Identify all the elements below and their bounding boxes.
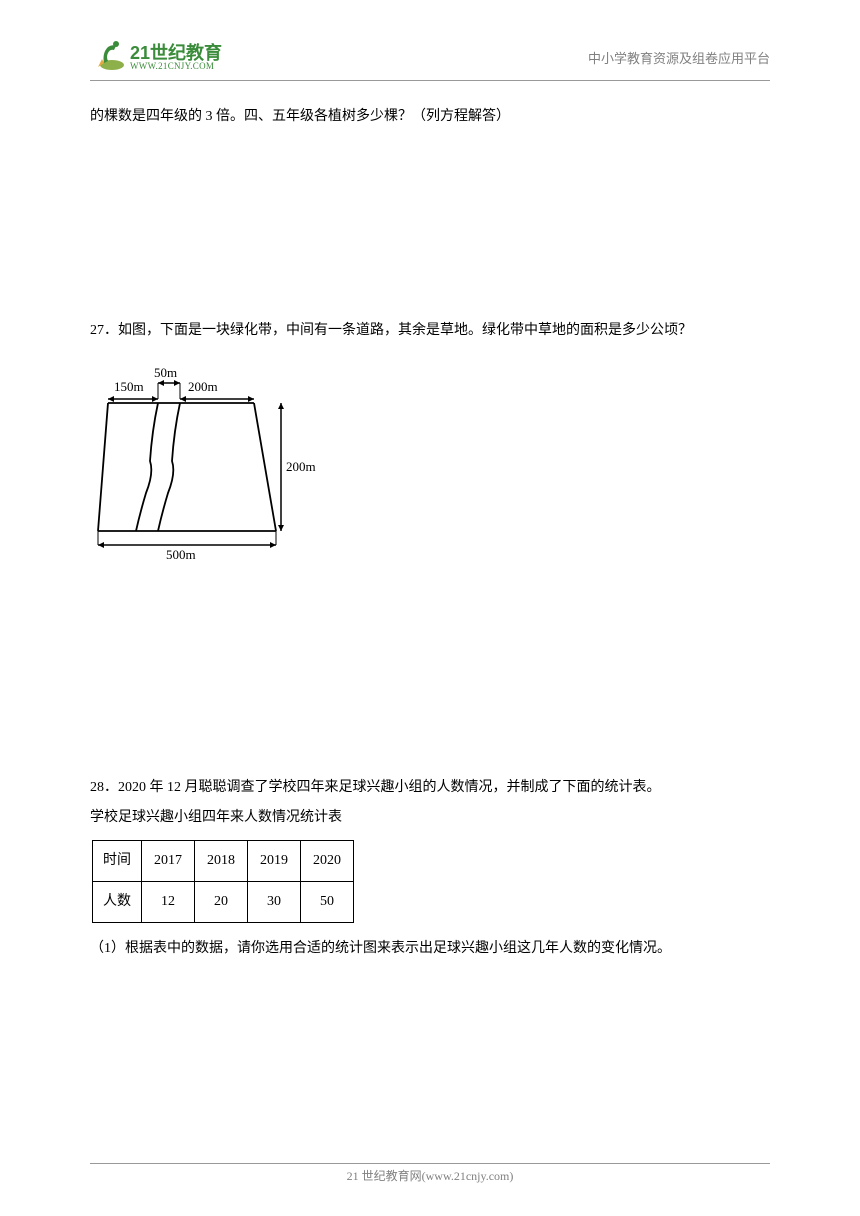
question-28-subtitle: 学校足球兴趣小组四年来人数情况统计表 <box>90 806 770 830</box>
table-row: 人数 12 20 30 50 <box>93 881 354 922</box>
question-28-table: 时间 2017 2018 2019 2020 人数 12 20 30 50 <box>92 840 354 923</box>
question-27-diagram: 150m 50m 200m 200m <box>96 363 770 572</box>
diagram-label-50m: 50m <box>154 365 177 380</box>
question-27-text: 27．如图，下面是一块绿化带，中间有一条道路，其余是草地。绿化带中草地的面积是多… <box>90 319 770 343</box>
header-rule <box>90 80 770 81</box>
logo-sub-text: WWW.21CNJY.COM <box>130 62 222 71</box>
table-cell-year: 2020 <box>301 840 354 881</box>
question-26-continuation: 的棵数是四年级的 3 倍。四、五年级各植树多少棵？（列方程解答） <box>90 105 770 129</box>
diagram-label-150m: 150m <box>114 379 144 394</box>
footer-prefix: 21 世纪教育网( <box>347 1169 426 1183</box>
table-cell-count: 12 <box>142 881 195 922</box>
table-cell-label-time: 时间 <box>93 840 142 881</box>
table-cell-count: 20 <box>195 881 248 922</box>
logo: 21世纪教育 WWW.21CNJY.COM <box>90 39 222 75</box>
logo-icon <box>90 39 126 75</box>
table-cell-count: 50 <box>301 881 354 922</box>
table-cell-year: 2018 <box>195 840 248 881</box>
question-28-text: 28．2020 年 12 月聪聪调查了学校四年来足球兴趣小组的人数情况，并制成了… <box>90 776 770 800</box>
diagram-label-200m: 200m <box>188 379 218 394</box>
table-cell-count: 30 <box>248 881 301 922</box>
table-cell-year: 2019 <box>248 840 301 881</box>
header-platform-text: 中小学教育资源及组卷应用平台 <box>588 48 770 67</box>
footer-url: www.21cnjy.com <box>426 1169 510 1183</box>
diagram-label-500m: 500m <box>166 547 196 562</box>
table-cell-label-count: 人数 <box>93 881 142 922</box>
diagram-label-right-200m: 200m <box>286 459 316 474</box>
footer-suffix: ) <box>509 1169 513 1183</box>
table-cell-year: 2017 <box>142 840 195 881</box>
table-row: 时间 2017 2018 2019 2020 <box>93 840 354 881</box>
footer: 21 世纪教育网(www.21cnjy.com) <box>0 1167 860 1184</box>
footer-rule <box>90 1163 770 1164</box>
question-28-sub1: （1）根据表中的数据，请你选用合适的统计图来表示出足球兴趣小组这几年人数的变化情… <box>90 937 770 961</box>
logo-main-text: 21世纪教育 <box>130 44 222 62</box>
